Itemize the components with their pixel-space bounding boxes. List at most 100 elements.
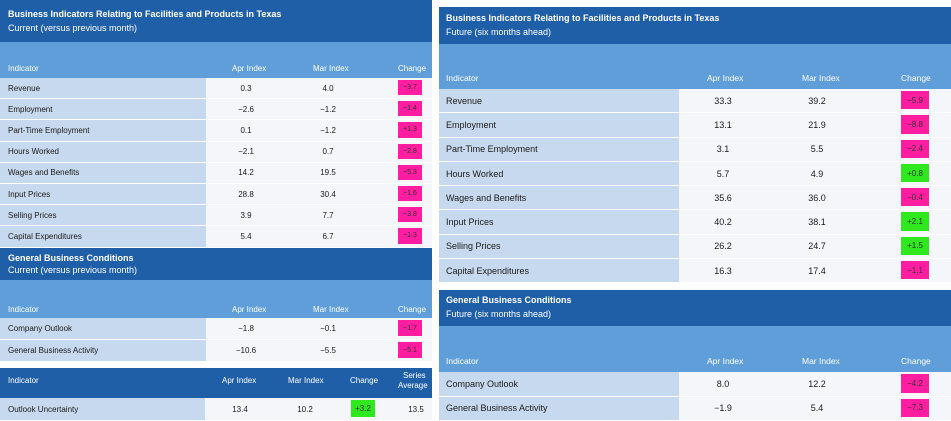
- change-value: +1.3: [398, 122, 422, 137]
- apr-value: 0.1: [226, 120, 266, 140]
- change-value: −2.8: [398, 144, 422, 159]
- value-cells: 0.1−1.2+1.3: [206, 120, 432, 140]
- col-mar-index: Mar Index: [313, 64, 349, 73]
- mar-value: 39.2: [797, 89, 837, 112]
- mar-value: 4.0: [308, 78, 348, 98]
- value-cells: −2.6−1.2−1.4: [206, 99, 432, 119]
- apr-value: 5.4: [226, 226, 266, 246]
- col-apr-index: Apr Index: [232, 64, 266, 73]
- indicator-label: Employment: [446, 120, 496, 130]
- mar-value: 4.9: [797, 162, 837, 185]
- mar-value: 0.7: [308, 142, 348, 162]
- mar-value: 17.4: [797, 259, 837, 282]
- indicator-label: Selling Prices: [446, 241, 501, 251]
- col-mar-index: Mar Index: [313, 305, 349, 314]
- col-indicator: Indicator: [446, 73, 479, 83]
- change-value: −3.8: [398, 207, 422, 222]
- apr-value: 8.0: [703, 372, 743, 396]
- apr-value: −2.6: [226, 99, 266, 119]
- indicator-label: Selling Prices: [8, 211, 56, 220]
- change-value: +3.2: [351, 400, 375, 417]
- col-mar-index: Mar Index: [802, 73, 840, 83]
- indicator-label: Input Prices: [8, 190, 50, 199]
- apr-value: 13.1: [703, 113, 743, 136]
- mar-value: −5.5: [308, 340, 348, 361]
- mar-value: −0.1: [308, 318, 348, 339]
- mar-value: 24.7: [797, 235, 837, 258]
- change-value: −0.4: [901, 188, 929, 206]
- apr-value: −2.1: [226, 142, 266, 162]
- indicator-label: Company Outlook: [8, 324, 72, 333]
- apr-value: 5.7: [703, 162, 743, 185]
- table-header: Business Indicators Relating to Faciliti…: [0, 0, 432, 42]
- value-cells: −2.1 0.7 −2.8: [206, 142, 432, 162]
- table-subtitle: Future (six months ahead): [446, 27, 551, 37]
- table-header: General Business Conditions Current (ver…: [0, 248, 432, 280]
- apr-value: 16.3: [703, 259, 743, 282]
- indicator-label: Part-Time Employment: [8, 126, 90, 135]
- col-change: Change: [350, 376, 378, 385]
- indicator-label: Input Prices: [446, 217, 494, 227]
- change-value: −8.8: [901, 115, 929, 133]
- mar-value: 36.0: [797, 186, 837, 209]
- apr-value: 3.9: [226, 205, 266, 225]
- indicator-cell: Capital Expenditures: [439, 259, 679, 282]
- table-title: Business Indicators Relating to Faciliti…: [8, 9, 281, 19]
- indicator-label: General Business Activity: [446, 403, 548, 413]
- table-header: Business Indicators Relating to Faciliti…: [439, 7, 951, 44]
- left-table-uncertainty: Indicator Apr Index Mar Index Change Ser…: [0, 368, 432, 420]
- col-apr-index: Apr Index: [232, 305, 266, 314]
- col-indicator: Indicator: [8, 376, 39, 385]
- change-value: −1.1: [901, 261, 929, 279]
- value-cells: 13.4 10.2 +3.2 13.5: [205, 398, 432, 420]
- left-table-current-conditions: General Business Conditions Current (ver…: [0, 248, 432, 360]
- mar-value: 12.2: [797, 372, 837, 396]
- right-table-future-conditions: General Business Conditions Future (six …: [439, 290, 951, 420]
- table-subtitle: Current (versus previous month): [8, 265, 137, 275]
- indicator-label: Revenue: [446, 96, 482, 106]
- col-apr-index: Apr Index: [222, 376, 256, 385]
- mar-value: −1.2: [308, 99, 348, 119]
- indicator-cell: Company Outlook: [0, 318, 206, 339]
- apr-value: 40.2: [703, 210, 743, 233]
- apr-value: 33.3: [703, 89, 743, 112]
- col-indicator: Indicator: [446, 356, 479, 366]
- column-header-row: Indicator Apr Index Mar Index Change: [0, 280, 432, 318]
- col-indicator: Indicator: [8, 305, 39, 314]
- table-row: Outlook Uncertainty 13.4 10.2 +3.2 13.5: [0, 398, 432, 421]
- change-value: −1.6: [398, 186, 422, 201]
- column-header-row: Indicator Apr Index Mar Index Change: [439, 44, 951, 89]
- indicator-label: Hours Worked: [8, 147, 59, 156]
- mar-value: 10.2: [290, 398, 320, 420]
- value-cells: 16.3 17.4 −1.1: [679, 259, 951, 282]
- change-value: +2.1: [901, 212, 929, 230]
- indicator-cell: Wages and Benefits: [0, 163, 206, 183]
- table-row: Hours Worked −2.1 0.7 −2.8: [0, 142, 432, 163]
- col-apr-index: Apr Index: [707, 73, 743, 83]
- table-subtitle: Current (versus previous month): [8, 23, 137, 33]
- indicator-label: Capital Expenditures: [446, 266, 529, 276]
- indicator-label: Wages and Benefits: [8, 168, 79, 177]
- indicator-cell: Hours Worked: [0, 142, 206, 162]
